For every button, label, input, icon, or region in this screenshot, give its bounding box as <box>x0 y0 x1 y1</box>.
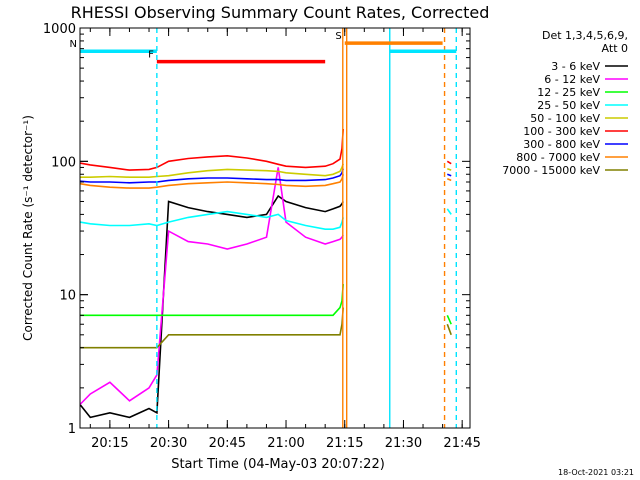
series-post-line-8 <box>446 178 452 182</box>
plot-frame <box>79 27 471 429</box>
legend-label-4: 25 - 50 keV <box>537 99 600 112</box>
series-post-line-3 <box>446 314 452 325</box>
plot-area: N F S <box>70 28 457 428</box>
footer-date: 18-Oct-2021 03:21 <box>558 468 634 477</box>
series-line-7 <box>79 168 344 184</box>
series-line-5 <box>80 163 344 178</box>
series-line-1 <box>79 194 344 419</box>
series-line-2 <box>79 167 344 406</box>
series-post-line-6 <box>446 160 452 165</box>
series-line-3 <box>80 284 344 317</box>
series-line-9 <box>80 307 344 349</box>
y-tick-label: 10 <box>59 289 76 304</box>
series-post-line-7 <box>447 173 452 177</box>
legend-label-1: 3 - 6 keV <box>551 60 600 73</box>
legend-label-9: 7000 - 15000 keV <box>502 164 600 177</box>
legend-label-8: 800 - 7000 keV <box>516 151 600 164</box>
series-line-4 <box>79 210 344 230</box>
x-tick-label: 21:15 <box>326 436 363 451</box>
series-line-8 <box>79 174 344 189</box>
legend-label-3: 12 - 25 keV <box>537 86 600 99</box>
x-tick-label: 21:00 <box>267 436 304 451</box>
x-axis-label: Start Time (04-May-03 20:07:22) <box>171 457 385 472</box>
x-tick-label: 20:45 <box>209 436 246 451</box>
legend-header-line-2: Att 0 <box>602 42 628 55</box>
y-tick-label: 100 <box>51 155 76 170</box>
flag-label-SAA: S <box>335 31 341 42</box>
x-tick-label: 20:30 <box>150 436 187 451</box>
legend-label-5: 50 - 100 keV <box>530 112 600 125</box>
series-post-line-5 <box>447 167 452 171</box>
axes: 1 10 100 1000 20:15 20:30 20:45 21:00 21:15 21:30… <box>43 22 481 451</box>
legend-label-7: 300 - 800 keV <box>523 138 600 151</box>
x-tick-label: 21:30 <box>385 436 422 451</box>
legend-label-6: 100 - 300 keV <box>523 125 600 138</box>
series-post-line-4 <box>446 208 452 215</box>
legend-header-line-1: Det 1,3,4,5,6,9, <box>542 29 628 42</box>
series-line-6 <box>79 128 344 171</box>
chart-title: RHESSI Observing Summary Count Rates, Co… <box>71 3 490 22</box>
series-post-line-9 <box>446 323 452 336</box>
flag-label-night: N <box>70 39 77 50</box>
y-axis-label: Corrected Count Rate (s⁻¹ detector⁻¹) <box>21 115 35 341</box>
x-tick-label: 21:45 <box>443 436 480 451</box>
x-tick-label: 20:15 <box>91 436 128 451</box>
flag-label-flare: F <box>148 50 154 61</box>
y-tick-label: 1 <box>68 422 76 437</box>
legend-label-2: 6 - 12 keV <box>544 73 600 86</box>
y-tick-label: 1000 <box>43 22 76 37</box>
